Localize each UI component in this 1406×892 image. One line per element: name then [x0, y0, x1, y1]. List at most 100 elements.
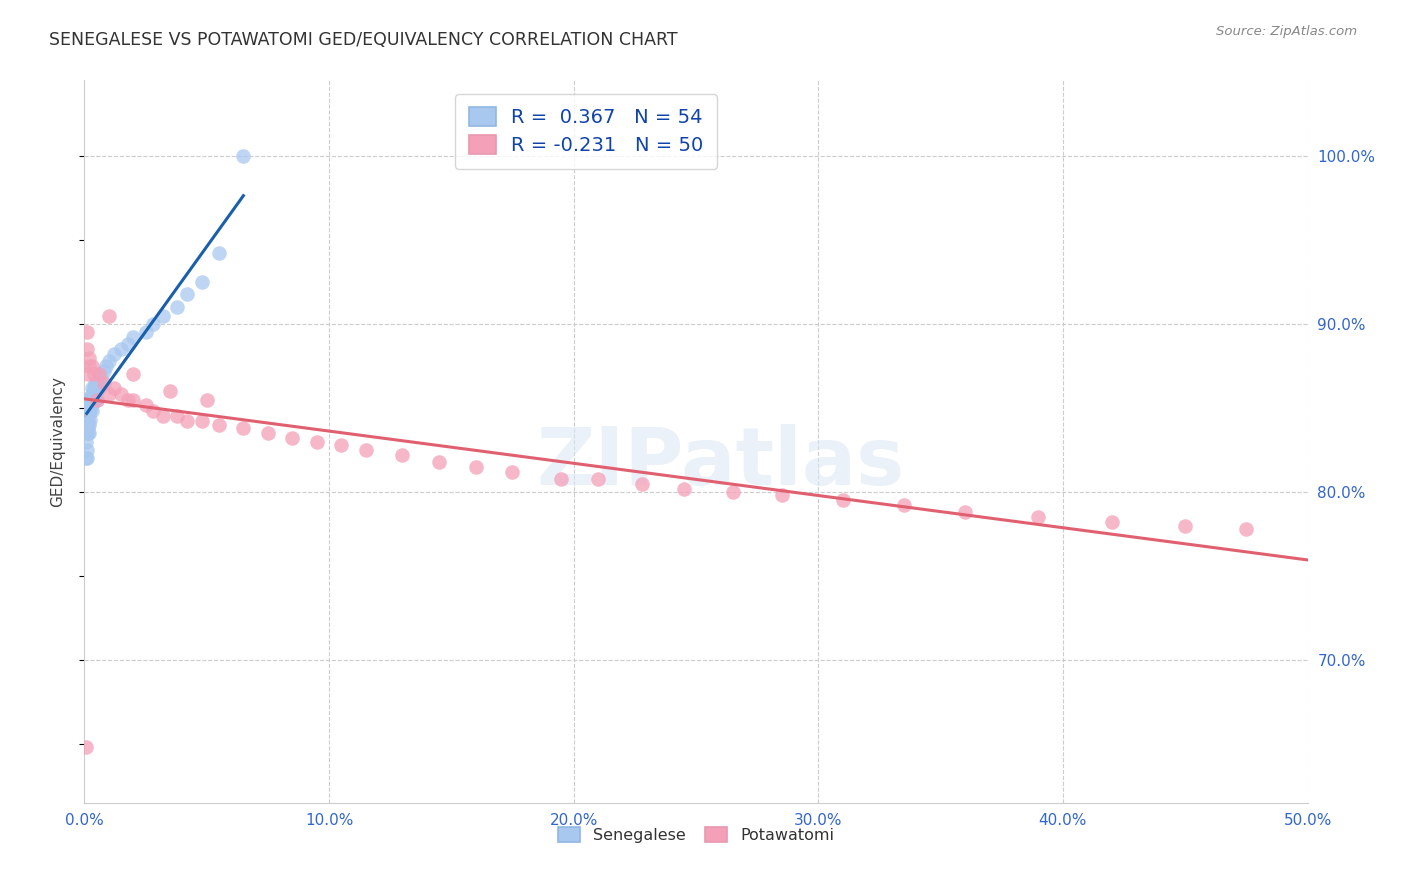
- Point: [330, 438, 353, 452]
- Point: [80, 381, 103, 395]
- Point: [75, 409, 97, 424]
- Point: [77, 351, 100, 365]
- Point: [770, 488, 793, 502]
- Point: [83, 392, 105, 407]
- Point: [176, 286, 198, 301]
- Point: [893, 499, 915, 513]
- Point: [550, 471, 572, 485]
- Text: SENEGALESE VS POTAWATOMI GED/EQUIVALENCY CORRELATION CHART: SENEGALESE VS POTAWATOMI GED/EQUIVALENCY…: [49, 31, 678, 49]
- Point: [76, 442, 98, 457]
- Point: [135, 398, 157, 412]
- Point: [77, 426, 100, 441]
- Y-axis label: GED/Equivalency: GED/Equivalency: [51, 376, 66, 507]
- Point: [79, 413, 101, 427]
- Point: [631, 476, 654, 491]
- Point: [76, 421, 98, 435]
- Point: [75, 392, 97, 407]
- Text: Source: ZipAtlas.com: Source: ZipAtlas.com: [1216, 25, 1357, 38]
- Point: [75, 451, 97, 466]
- Point: [122, 330, 145, 344]
- Point: [80, 359, 103, 373]
- Text: ZIPatlas: ZIPatlas: [536, 425, 904, 502]
- Point: [1174, 518, 1197, 533]
- Point: [76, 342, 98, 356]
- Point: [86, 392, 108, 407]
- Point: [191, 275, 214, 289]
- Point: [80, 387, 103, 401]
- Point: [831, 493, 853, 508]
- Point: [76, 392, 98, 407]
- Point: [721, 485, 744, 500]
- Point: [76, 451, 98, 466]
- Point: [77, 392, 100, 407]
- Point: [97, 309, 120, 323]
- Point: [87, 368, 110, 382]
- Point: [96, 359, 118, 373]
- Point: [77, 368, 100, 382]
- Point: [232, 421, 254, 435]
- Point: [166, 300, 188, 314]
- Point: [110, 387, 132, 401]
- Point: [87, 368, 110, 382]
- Point: [152, 409, 174, 424]
- Point: [110, 342, 132, 356]
- Point: [117, 392, 139, 407]
- Point: [1101, 515, 1123, 529]
- Point: [79, 392, 101, 407]
- Point: [122, 368, 145, 382]
- Point: [93, 376, 115, 390]
- Point: [83, 387, 105, 401]
- Point: [97, 387, 120, 401]
- Point: [257, 426, 280, 441]
- Point: [84, 376, 107, 390]
- Point: [80, 398, 103, 412]
- Point: [464, 459, 486, 474]
- Point: [75, 417, 97, 432]
- Point: [142, 317, 165, 331]
- Point: [176, 414, 198, 428]
- Point: [75, 434, 97, 449]
- Point: [83, 368, 105, 382]
- Point: [82, 384, 104, 398]
- Point: [117, 337, 139, 351]
- Point: [76, 409, 98, 424]
- Point: [122, 392, 145, 407]
- Point: [86, 392, 108, 407]
- Point: [83, 381, 105, 395]
- Point: [86, 376, 108, 390]
- Point: [90, 370, 112, 384]
- Point: [281, 431, 304, 445]
- Point: [305, 434, 328, 449]
- Point: [672, 482, 695, 496]
- Point: [77, 359, 100, 373]
- Point: [77, 398, 100, 412]
- Point: [586, 471, 609, 485]
- Point: [77, 404, 100, 418]
- Point: [1236, 522, 1258, 536]
- Point: [159, 384, 181, 398]
- Point: [97, 354, 120, 368]
- Point: [953, 505, 976, 519]
- Point: [166, 409, 188, 424]
- Point: [103, 381, 125, 395]
- Point: [82, 392, 104, 407]
- Point: [76, 326, 98, 340]
- Point: [191, 414, 214, 428]
- Point: [77, 391, 100, 405]
- Point: [152, 309, 174, 323]
- Point: [77, 404, 100, 418]
- Point: [427, 455, 450, 469]
- Point: [142, 404, 165, 418]
- Legend: Senegalese, Potawatomi: Senegalese, Potawatomi: [551, 820, 841, 849]
- Point: [77, 426, 100, 441]
- Point: [208, 246, 231, 260]
- Point: [232, 149, 254, 163]
- Point: [135, 326, 157, 340]
- Point: [75, 740, 97, 755]
- Point: [103, 347, 125, 361]
- Point: [391, 448, 413, 462]
- Point: [79, 401, 101, 415]
- Point: [93, 364, 115, 378]
- Point: [208, 417, 231, 432]
- Point: [1028, 510, 1050, 524]
